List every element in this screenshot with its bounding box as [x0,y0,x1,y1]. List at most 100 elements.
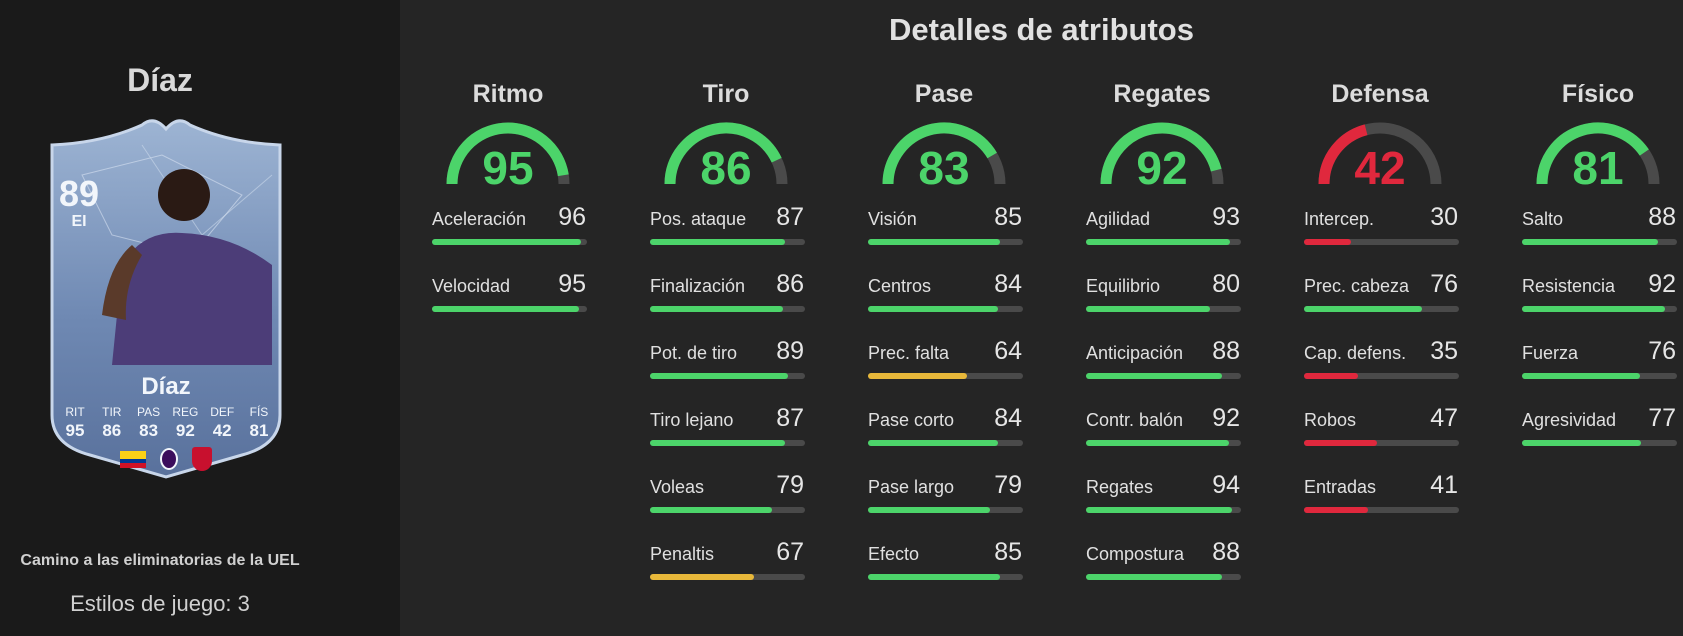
attribute-bar-fill [868,373,968,379]
card-stat: REG 92 [168,405,202,441]
attribute-bar [650,440,805,446]
card-stat: PAS 83 [132,405,166,441]
attribute-value: 88 [1212,538,1240,566]
attribute-row: Equilibrio 80 [1072,264,1252,331]
card-rating: 89 [58,173,100,214]
category-title: Defensa [1331,80,1429,108]
attribute-bar [868,373,1023,379]
attribute-value: 84 [994,404,1022,432]
card-stat: TIR 86 [95,405,129,441]
attribute-value: 76 [1648,337,1676,365]
attribute-bar-fill [1086,306,1210,312]
attribute-row: Contr. balón 92 [1072,398,1252,465]
category-title: Regates [1113,80,1211,108]
attribute-name: Anticipación [1086,343,1184,363]
card-stat-value: 86 [102,421,122,440]
attribute-bar-fill [432,306,580,312]
attribute-value: 85 [994,203,1022,231]
attribute-name: Prec. cabeza [1304,276,1410,296]
attribute-bar [1086,574,1241,580]
attribute-name: Robos [1304,410,1357,430]
card-stat: FÍS 81 [242,405,276,441]
card-position: EI [71,213,87,230]
attribute-bar-fill [1522,440,1642,446]
category-defensa: Defensa 42 Intercep. 30 Prec. cabeza 76 Cap. d… [1290,80,1470,532]
attribute-bar-fill [650,306,784,312]
attribute-name: Penaltis [650,544,715,564]
attribute-name: Efecto [868,544,920,564]
attribute-name: Visión [868,209,917,229]
attribute-name: Centros [868,276,932,296]
attribute-bar [650,507,805,513]
attribute-bar-fill [1522,373,1640,379]
colombia-flag-icon [120,450,146,468]
attribute-name: Finalización [650,276,746,296]
attribute-name: Velocidad [432,276,511,296]
attribute-value: 85 [994,538,1022,566]
card-stat-label: DEF [210,405,235,419]
attribute-name: Pase largo [868,477,955,497]
attribute-row: Pase largo 79 [854,465,1034,532]
attribute-bar-fill [1304,239,1351,245]
attribute-bar-fill [1304,306,1422,312]
attribute-name: Agresividad [1522,410,1617,430]
attribute-name: Regates [1086,477,1154,497]
category-tiro: Tiro 86 Pos. ataque 87 Finalización 86 Pot. de… [636,80,816,599]
attribute-bar [868,574,1023,580]
attribute-row: Regates 94 [1072,465,1252,532]
category-title: Pase [914,80,974,108]
attribute-name: Entradas [1304,477,1377,497]
attribute-bar [1522,306,1677,312]
attribute-bar [868,239,1023,245]
attribute-list: Aceleración 96 Velocidad 95 [418,197,598,331]
premier-league-icon [160,448,178,470]
attribute-name: Cap. defens. [1304,343,1407,363]
attribute-value: 92 [1212,404,1240,432]
category-title: Físico [1561,80,1635,108]
attribute-row: Robos 47 [1290,398,1470,465]
attribute-bar [650,239,805,245]
card-stat-label: REG [172,405,199,419]
attribute-value: 77 [1648,404,1676,432]
liverpool-crest-icon [192,447,212,471]
attribute-bar [1086,373,1241,379]
attribute-name: Pot. de tiro [650,343,738,363]
attribute-name: Agilidad [1086,209,1151,229]
attribute-name: Compostura [1086,544,1185,564]
attribute-bar [1304,373,1459,379]
attribute-bar [868,440,1023,446]
gauge-fill [664,122,782,185]
category-value: 42 [1354,142,1406,194]
attribute-bar [650,574,805,580]
attribute-bar [1304,507,1459,513]
attribute-row: Intercep. 30 [1290,197,1470,264]
attribute-row: Penaltis 67 [636,532,816,599]
attribute-row: Pot. de tiro 89 [636,331,816,398]
attribute-row: Visión 85 [854,197,1034,264]
attribute-name: Fuerza [1522,343,1579,363]
attribute-name: Prec. falta [868,343,950,363]
player-panel: Díaz 89 EI Díaz RIT 95 TIR 86 PAS 83 [0,0,400,636]
attribute-value: 94 [1212,471,1240,499]
card-stat-label: FÍS [249,405,269,419]
card-stat-value: 42 [212,421,232,440]
attribute-value: 64 [994,337,1022,365]
attribute-row: Velocidad 95 [418,264,598,331]
attribute-bar-fill [650,440,785,446]
player-card[interactable]: 89 EI Díaz RIT 95 TIR 86 PAS 83 REG 92 DEF 42… [42,115,290,491]
attribute-row: Prec. cabeza 76 [1290,264,1470,331]
attribute-list: Intercep. 30 Prec. cabeza 76 Cap. defens. 35 R… [1290,197,1470,532]
card-stat-value: 81 [249,421,269,440]
attribute-bar [1522,373,1677,379]
attribute-bar-fill [1086,507,1232,513]
attribute-row: Agresividad 77 [1508,398,1683,465]
card-player-name: Díaz [141,373,191,400]
attribute-value: 86 [776,270,804,298]
category-pase: Pase 83 Visión 85 Centros 84 Prec. falta 64 Pase… [854,80,1034,599]
attribute-bar-fill [1304,440,1377,446]
attribute-bar [868,507,1023,513]
attribute-name: Aceleración [432,209,527,229]
card-stat: DEF 42 [205,405,239,441]
attribute-bar-fill [868,574,1000,580]
attribute-name: Pos. ataque [650,209,747,229]
